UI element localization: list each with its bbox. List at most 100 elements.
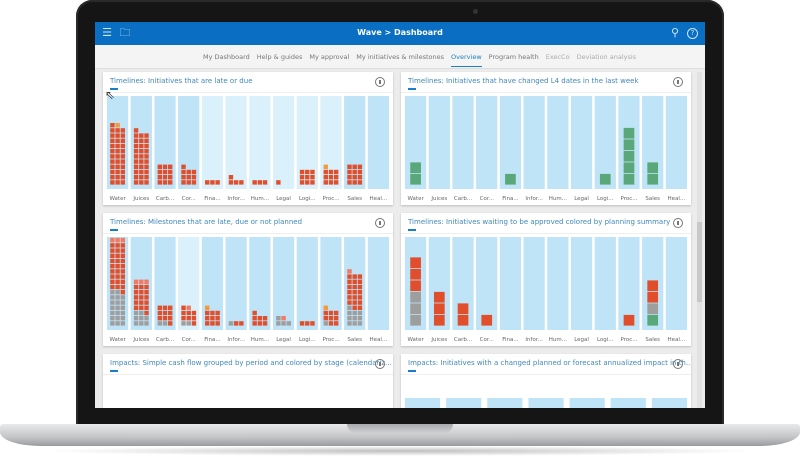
- category-label: Hum...: [549, 196, 567, 202]
- tab-overview[interactable]: Overview: [451, 53, 482, 67]
- column-Cor...[interactable]: [476, 96, 498, 189]
- panel-options-icon[interactable]: [375, 218, 385, 228]
- column-Heal...[interactable]: [367, 96, 389, 189]
- cell-late: [647, 280, 659, 292]
- tab-help-guides[interactable]: Help & guides: [256, 53, 303, 61]
- column-Legal[interactable]: [570, 237, 593, 330]
- cell-not_planned: [120, 321, 126, 326]
- column-Hum...[interactable]: [249, 237, 271, 330]
- panel-title: Timelines: Initiatives that are late or …: [110, 77, 253, 90]
- cell-late: [352, 300, 357, 305]
- divider: [401, 233, 691, 234]
- cell-not_planned: [115, 300, 120, 305]
- column-Logi...[interactable]: [594, 237, 616, 330]
- tab-my-dashboard[interactable]: My Dashboard: [203, 53, 250, 61]
- panel-options-icon[interactable]: [375, 359, 385, 369]
- cell-late: [347, 175, 352, 180]
- help-icon[interactable]: ?: [687, 28, 698, 39]
- category-label: Water: [407, 196, 424, 202]
- column-Logi...[interactable]: [296, 237, 318, 330]
- cell-green: [599, 173, 611, 185]
- cell-late: [115, 175, 120, 180]
- cell-not_planned: [115, 310, 120, 316]
- column-Infor...[interactable]: [225, 96, 247, 189]
- column-Carb...[interactable]: [452, 96, 474, 189]
- panel-options-icon[interactable]: [375, 77, 385, 87]
- column-Heal...[interactable]: [367, 237, 389, 330]
- column-Hum...[interactable]: [547, 96, 569, 189]
- tab-deviation-analysis[interactable]: Deviation analysis: [576, 53, 637, 61]
- column-3[interactable]: [528, 398, 564, 408]
- tab-program-health[interactable]: Program health: [488, 53, 539, 61]
- cell-late: [139, 133, 144, 138]
- column-Juices[interactable]: [428, 96, 450, 189]
- cell-not_planned: [647, 303, 659, 315]
- panel-options-icon[interactable]: [673, 359, 683, 369]
- column-Fina...[interactable]: [201, 96, 224, 189]
- cell-late: [647, 291, 659, 303]
- column-Cor...[interactable]: [476, 237, 498, 330]
- cell-late: [328, 321, 334, 326]
- cell-late: [110, 143, 115, 149]
- tab-execco[interactable]: ExecCo: [545, 53, 570, 61]
- scrollbar-thumb[interactable]: [697, 222, 702, 302]
- column-Logi...[interactable]: [594, 96, 616, 189]
- cell-light_late: [133, 279, 139, 284]
- column-Legal[interactable]: [272, 237, 295, 330]
- tab-my-approval[interactable]: My approval: [309, 53, 350, 61]
- category-label: Fina...: [502, 196, 519, 202]
- column-6[interactable]: [651, 398, 687, 408]
- column-0[interactable]: [405, 398, 441, 408]
- cell-late: [328, 316, 334, 321]
- column-Legal[interactable]: [272, 96, 295, 189]
- column-4[interactable]: [569, 398, 605, 408]
- category-label: Infor...: [227, 196, 245, 202]
- cell-late: [305, 321, 310, 326]
- column-5[interactable]: [610, 398, 646, 408]
- cell-not_planned: [139, 316, 144, 321]
- column-Heal...[interactable]: [665, 237, 687, 330]
- column-Legal[interactable]: [570, 96, 593, 189]
- cell-late: [252, 321, 257, 326]
- column-Infor...[interactable]: [523, 96, 545, 189]
- cell-late: [323, 316, 328, 321]
- column-Proc...[interactable]: [618, 237, 640, 330]
- column-Logi...[interactable]: [296, 96, 318, 189]
- menu-icon[interactable]: ☰: [102, 26, 112, 39]
- column-2[interactable]: [487, 398, 523, 408]
- cell-late: [347, 164, 352, 169]
- cell-late: [157, 310, 163, 316]
- cell-late: [433, 314, 445, 326]
- category-label: Juices: [132, 196, 149, 202]
- cell-late: [110, 274, 115, 279]
- cell-late: [133, 154, 139, 159]
- cell-late: [139, 305, 144, 310]
- scrollbar[interactable]: [697, 72, 702, 408]
- search-icon[interactable]: ⚲: [670, 26, 680, 39]
- cell-not_planned: [115, 305, 120, 310]
- folder-icon[interactable]: 🗀: [119, 26, 131, 39]
- chart: Water Juices Carb... Cor... Fina... Infor... H…: [405, 237, 687, 343]
- category-label: Juices: [132, 337, 149, 343]
- column-Fina...[interactable]: [499, 96, 522, 189]
- column-Heal...[interactable]: [665, 96, 687, 189]
- cell-light_late: [144, 279, 149, 284]
- cell-late: [310, 180, 315, 185]
- cell-late: [115, 284, 120, 290]
- panel-options-icon[interactable]: [673, 77, 683, 87]
- category-label: Infor...: [525, 337, 543, 343]
- category-label: Sales: [645, 337, 660, 343]
- panel-options-icon[interactable]: [673, 218, 683, 228]
- cell-late: [257, 180, 263, 185]
- column-Hum...[interactable]: [249, 96, 271, 189]
- column-Hum...[interactable]: [547, 237, 569, 330]
- column-Fina...[interactable]: [499, 237, 522, 330]
- column-Infor...[interactable]: [225, 237, 247, 330]
- cell-late: [162, 175, 168, 180]
- column-Infor...[interactable]: [523, 237, 545, 330]
- cell-late: [120, 154, 126, 159]
- cell-late: [168, 175, 173, 180]
- cell-late: [115, 279, 120, 284]
- column-1[interactable]: [446, 398, 482, 408]
- tab-my-initiatives-milestones[interactable]: My initiatives & milestones: [356, 53, 445, 61]
